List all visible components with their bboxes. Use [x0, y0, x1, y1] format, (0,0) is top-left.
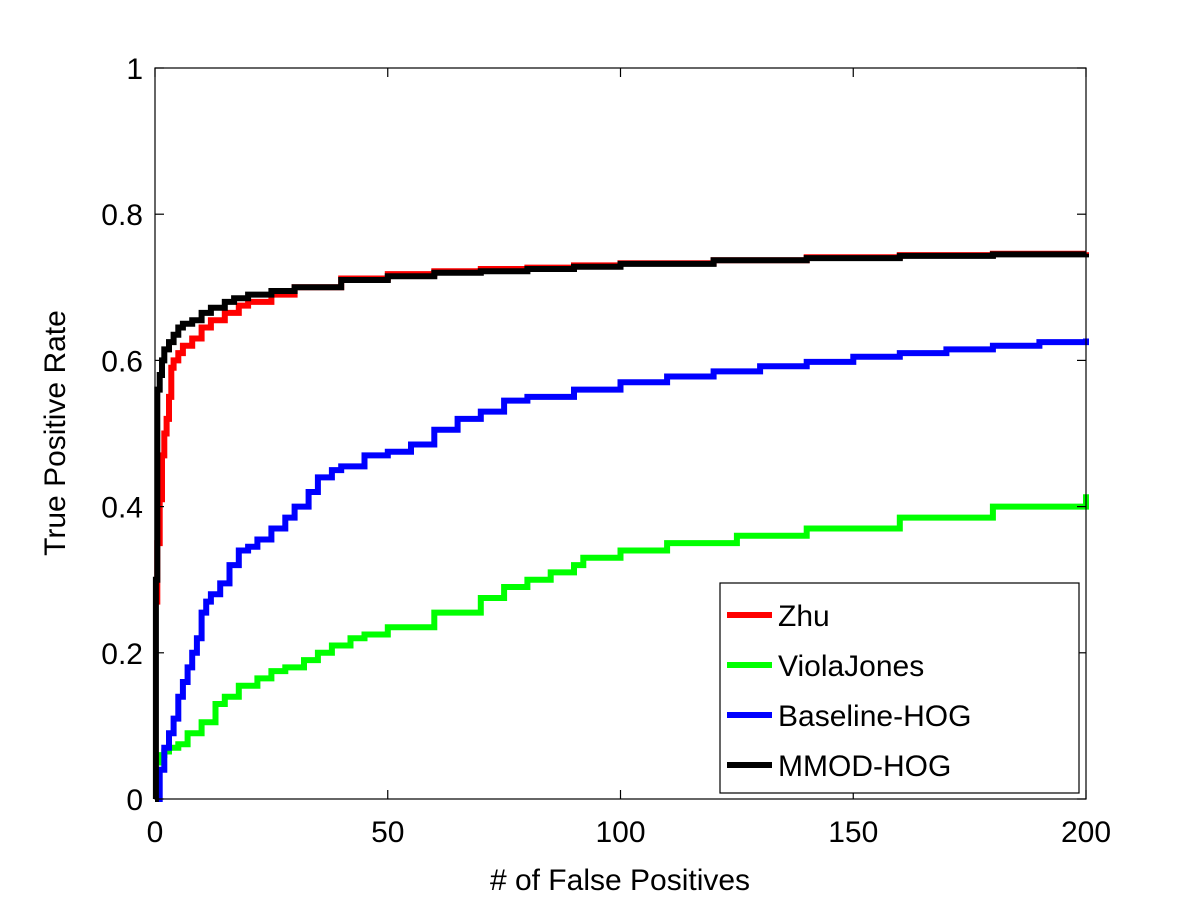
- y-tick-label: 0.2: [101, 638, 143, 671]
- legend-label-violajones: ViolaJones: [778, 650, 924, 683]
- y-tick-label: 0.4: [101, 492, 143, 525]
- legend-box: [719, 582, 1080, 794]
- x-tick-label: 200: [1061, 816, 1111, 849]
- legend-label-mmod-hog: MMOD-HOG: [778, 750, 951, 783]
- x-axis-title: # of False Positives: [490, 864, 750, 897]
- legend-label-baseline-hog: Baseline-HOG: [778, 700, 971, 733]
- y-tick-label: 0: [126, 784, 143, 817]
- legend: Zhu ViolaJones Baseline-HOG MMOD-HOG: [719, 582, 1080, 794]
- y-tick-label: 1: [126, 53, 143, 86]
- ticks-layer: 0 50 100 150 200 0 0.2 0.4 0.6 0.8 1: [101, 53, 1111, 849]
- y-tick-label: 0.6: [101, 345, 143, 378]
- x-tick-label: 100: [595, 816, 645, 849]
- series-line-mmod-hog: [152, 251, 1089, 802]
- x-tick-label: 150: [828, 816, 878, 849]
- x-tick-label: 50: [371, 816, 404, 849]
- series-layer: [152, 250, 1089, 802]
- x-tick-label: 0: [147, 816, 164, 849]
- legend-label-zhu: Zhu: [778, 600, 830, 633]
- y-tick-label: 0.8: [101, 199, 143, 232]
- series-line-violajones: [155, 494, 1089, 766]
- y-axis-title: True Positive Rate: [39, 310, 72, 556]
- series-line-baseline-hog: [155, 338, 1089, 802]
